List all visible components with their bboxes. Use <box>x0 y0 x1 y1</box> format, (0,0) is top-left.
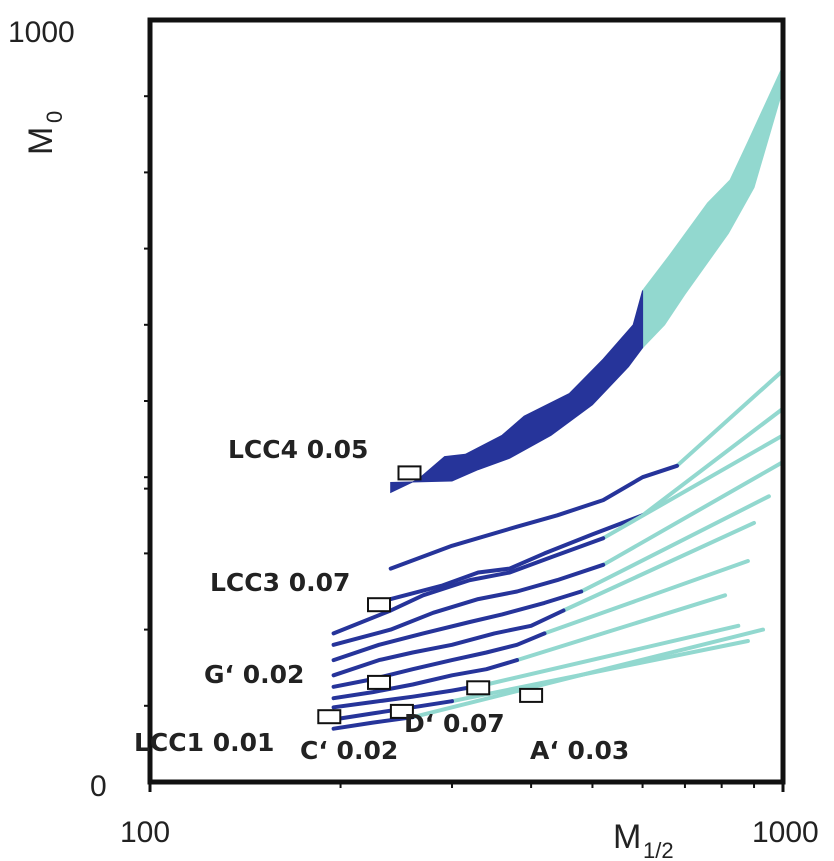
y-axis-title: M 0 <box>22 111 67 155</box>
series-line-dark-8 <box>331 682 489 710</box>
series-line-light-6 <box>542 559 750 636</box>
point-label-g: G‘ 0.02 <box>204 660 304 689</box>
series-line-dark-10 <box>331 715 415 731</box>
labels-layer: LCC4 0.05 LCC3 0.07 G‘ 0.02 LCC1 0.01 C‘… <box>134 435 629 765</box>
point-label-lcc1: LCC1 0.01 <box>134 728 274 757</box>
series-line-light-8 <box>484 623 741 687</box>
series-line-light-3 <box>601 460 785 567</box>
point-marker-2 <box>367 674 391 690</box>
point-marker-5 <box>466 680 491 696</box>
point-marker-3 <box>317 709 342 725</box>
point-label-lcc4: LCC4 0.05 <box>228 435 368 464</box>
point-label-a: A‘ 0.03 <box>530 736 629 765</box>
y-axis-title-sub: 0 <box>42 111 67 123</box>
y-tick-label-min: 0 <box>90 770 107 803</box>
point-label-c: C‘ 0.02 <box>300 736 398 765</box>
point-marker-4 <box>389 703 414 719</box>
ticks-layer <box>144 95 785 792</box>
series-line-light-1 <box>640 406 785 518</box>
series-line-dark-0 <box>388 463 679 571</box>
point-marker-6 <box>519 687 544 703</box>
series-line-light-2 <box>601 433 785 541</box>
series-line-light-4 <box>579 494 771 594</box>
series-line-light-5 <box>561 520 756 613</box>
x-tick-label-max: 1000 <box>752 816 819 849</box>
series-line-dark-2 <box>331 536 606 636</box>
x-axis-title-sub: 1/2 <box>643 838 674 861</box>
series-line-dark-4 <box>331 589 584 663</box>
bands-layer <box>390 65 784 494</box>
point-marker-0 <box>397 465 422 481</box>
band-dark-0 <box>390 290 644 494</box>
y-tick-label-max: 1000 <box>8 16 75 49</box>
series-line-dark-3 <box>331 562 606 647</box>
point-marker-1 <box>367 597 391 613</box>
series-line-light-10 <box>410 627 765 720</box>
series-line-dark-7 <box>331 658 519 701</box>
series-line-dark-5 <box>331 608 566 678</box>
band-light-0 <box>642 65 784 349</box>
point-label-lcc3: LCC3 0.07 <box>210 568 350 597</box>
series-line-light-0 <box>675 368 785 468</box>
x-axis-title-main: M <box>613 818 641 856</box>
point-label-d: D‘ 0.07 <box>404 709 505 738</box>
series-line-light-7 <box>515 593 728 663</box>
points-layer <box>317 465 544 725</box>
y-axis-title-main: M <box>22 127 60 155</box>
x-tick-label-min: 100 <box>120 816 170 849</box>
series-line-dark-1 <box>388 513 645 602</box>
x-axis-title: M 1/2 <box>613 818 674 861</box>
